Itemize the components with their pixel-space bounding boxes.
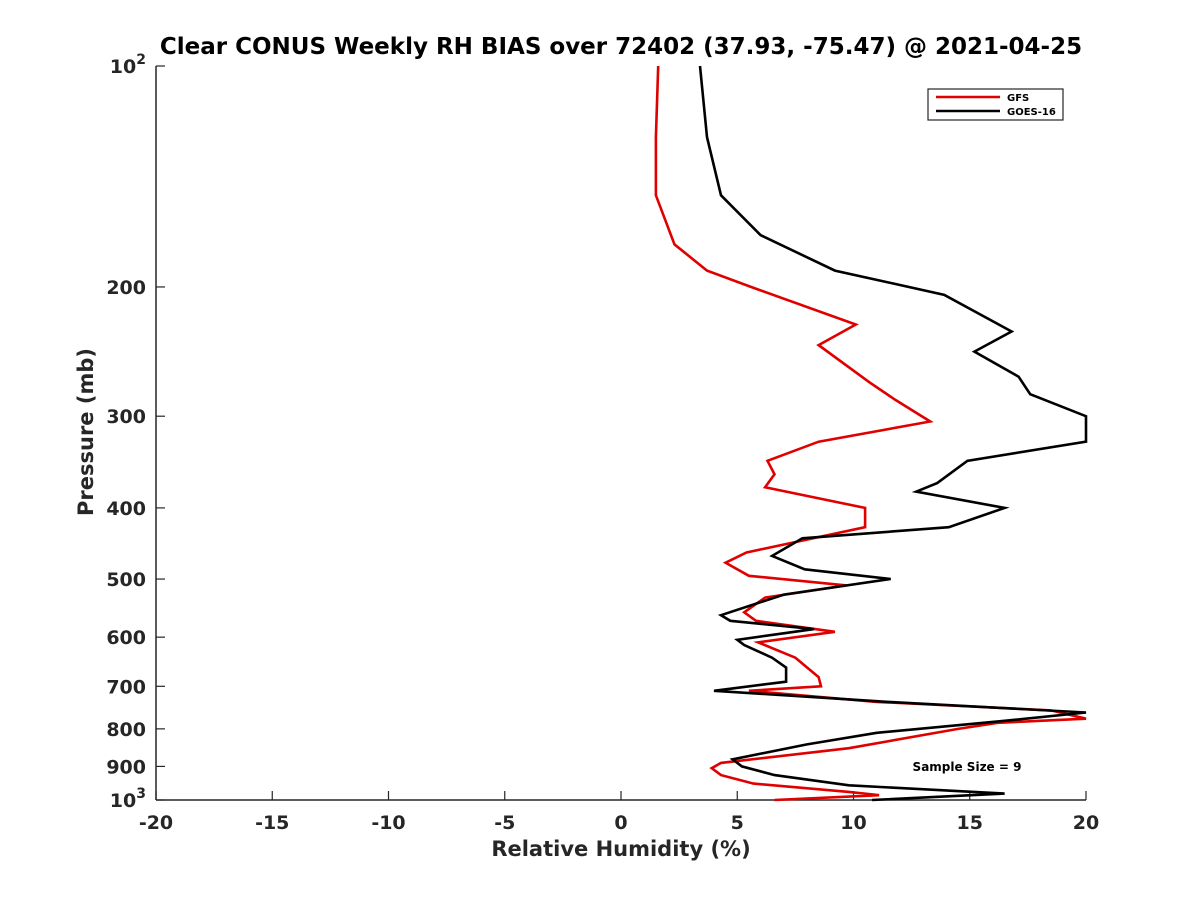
y-tick-label: 500: [106, 569, 146, 591]
series-line-goes-16: [698, 65, 1088, 802]
series-line-gfs: [654, 65, 1087, 802]
y-tick-label: 200: [106, 277, 146, 299]
series-layer: [654, 65, 1088, 802]
x-tick-label: 10: [840, 812, 866, 834]
y-tick-base: 10: [110, 790, 136, 812]
x-tick-label: -15: [255, 812, 289, 834]
y-tick-exponent: 2: [136, 52, 146, 68]
y-tick-label: 102: [110, 52, 146, 78]
y-tick-base: 10: [110, 56, 136, 78]
x-axis-label: Relative Humidity (%): [491, 837, 750, 861]
legend: GFS GOES-16: [927, 88, 1064, 121]
y-axis-label: Pressure (mb): [74, 348, 98, 516]
y-tick-label: 800: [106, 719, 146, 741]
y-tick-label: 400: [106, 498, 146, 520]
legend-entry-label: GFS: [1007, 93, 1029, 104]
y-tick-exponent: 3: [136, 786, 146, 802]
legend-entry-label: GOES-16: [1007, 107, 1056, 118]
x-tick-label: -10: [371, 812, 405, 834]
x-tick-label: 5: [731, 812, 744, 834]
y-tick-label: 700: [106, 676, 146, 698]
sample-size-annotation: Sample Size = 9: [913, 760, 1022, 774]
x-tick-label: -5: [494, 812, 515, 834]
x-tick-label: -20: [139, 812, 173, 834]
y-tick-label: 900: [106, 756, 146, 778]
x-tick-label: 20: [1073, 812, 1099, 834]
x-axis-ticks: -20 -15 -10 -5 0 5 10 15 20: [139, 791, 1099, 834]
x-tick-label: 15: [957, 812, 983, 834]
y-tick-label: 300: [106, 406, 146, 428]
y-tick-label: 600: [106, 627, 146, 649]
chart-title: Clear CONUS Weekly RH BIAS over 72402 (3…: [160, 34, 1082, 60]
y-tick-label: 103: [110, 786, 146, 812]
x-tick-label: 0: [614, 812, 627, 834]
legend-box: [927, 88, 1064, 121]
plot-area: [155, 66, 1086, 801]
